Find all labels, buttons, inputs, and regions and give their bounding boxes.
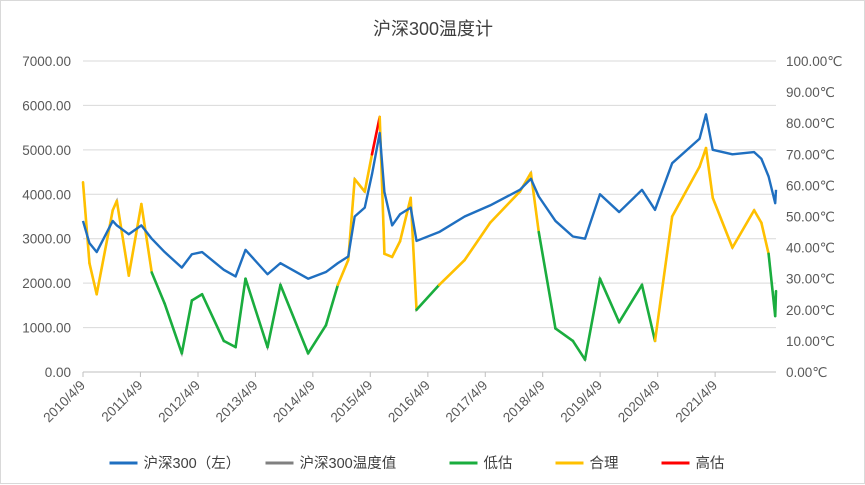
x-tick-label: 2019/4/9 xyxy=(557,378,605,426)
series-lines xyxy=(81,113,778,363)
left-tick-label: 0.00 xyxy=(45,365,71,380)
legend-label-temperature: 沪深300温度值 xyxy=(300,455,397,472)
temperature-segment-fair xyxy=(670,165,701,218)
temperature-segment-undervalued xyxy=(554,327,575,343)
left-tick-label: 3000.00 xyxy=(22,232,71,247)
temperature-segment-undervalued xyxy=(180,299,194,355)
legend-label-overvalued: 高估 xyxy=(696,455,725,472)
temperature-segment-fair xyxy=(653,215,674,343)
temperature-segment-fair xyxy=(731,208,756,249)
right-tick-label: 30.00℃ xyxy=(786,272,835,287)
right-tick-label: 60.00℃ xyxy=(786,178,835,193)
x-tick-label: 2021/4/9 xyxy=(672,378,720,426)
temperature-segment-fair xyxy=(698,146,708,169)
temperature-segment-undervalued xyxy=(537,230,557,330)
temperature-segment-undervalued xyxy=(571,339,587,361)
temperature-segment-undervalued xyxy=(583,277,602,361)
temperature-segment-undervalued xyxy=(617,283,644,324)
x-tick-label: 2014/4/9 xyxy=(270,378,318,426)
temperature-segment-fair xyxy=(95,208,115,296)
temperature-segment-undervalued xyxy=(163,302,184,355)
right-tick-label: 40.00℃ xyxy=(786,241,835,256)
temperature-segment-fair xyxy=(140,202,154,274)
temperature-segment-undervalued xyxy=(279,283,310,355)
left-axis-ticks: 0.00 1000.00 2000.00 3000.00 4000.00 5000.00 6… xyxy=(22,54,71,380)
x-tick-label: 2011/4/9 xyxy=(98,378,145,425)
temperature-segment-fair xyxy=(127,202,143,277)
temperature-segment-fair xyxy=(383,252,394,259)
temperature-segment-undervalued xyxy=(306,324,328,355)
temperature-segment-fair xyxy=(390,240,402,259)
x-tick-label: 2017/4/9 xyxy=(443,378,491,426)
temperature-segment-undervalued xyxy=(190,292,204,302)
temperature-segment-fair xyxy=(353,177,367,193)
right-tick-label: 10.00℃ xyxy=(786,334,835,349)
x-axis-ticks: 2010/4/9 2011/4/9 2012/4/9 2013/4/9 2014/4/9… xyxy=(40,372,720,425)
x-tick-label: 2018/4/9 xyxy=(500,378,548,426)
left-tick-label: 1000.00 xyxy=(22,321,71,336)
temperature-segment-overvalued xyxy=(370,115,382,156)
temperature-segment-undervalued xyxy=(640,283,657,343)
left-tick-label: 2000.00 xyxy=(22,276,71,291)
left-tick-label: 5000.00 xyxy=(22,143,71,158)
right-axis-ticks: 0.00℃ 10.00℃ 20.00℃ 30.00℃ 40.00℃ 50.00℃ 60.00… xyxy=(786,54,842,380)
temperature-segment-fair xyxy=(336,258,350,287)
temperature-segment-undervalued xyxy=(415,283,441,312)
gridlines xyxy=(83,60,776,373)
temperature-segment-fair xyxy=(363,153,374,193)
right-tick-label: 20.00℃ xyxy=(786,303,835,318)
left-tick-label: 6000.00 xyxy=(22,98,71,113)
temperature-segment-undervalued xyxy=(244,277,269,349)
temperature-segment-fair xyxy=(752,208,763,225)
temperature-segment-fair xyxy=(711,196,734,249)
right-tick-label: 0.00℃ xyxy=(786,365,827,380)
temperature-segment-fair xyxy=(437,258,466,287)
series-line-csi300 xyxy=(81,113,778,280)
x-tick-label: 2012/4/9 xyxy=(155,378,203,426)
legend-label-fair: 合理 xyxy=(590,455,619,472)
legend-label-csi300: 沪深300（左） xyxy=(144,455,241,472)
right-tick-label: 50.00℃ xyxy=(786,210,835,225)
legend: 沪深300（左） 沪深300温度值 低估 合理 高估 xyxy=(109,455,725,472)
right-tick-label: 80.00℃ xyxy=(786,116,835,131)
left-tick-label: 7000.00 xyxy=(22,54,71,69)
temperature-segment-fair xyxy=(115,199,131,277)
temperature-segment-fair xyxy=(463,221,492,262)
temperature-segment-undervalued xyxy=(324,283,340,327)
chart-title: 沪深300温度计 xyxy=(373,19,493,39)
temperature-segment-undervalued xyxy=(150,271,166,305)
temperature-segment-fair xyxy=(88,261,98,296)
right-tick-label: 70.00℃ xyxy=(786,147,835,162)
x-tick-label: 2015/4/9 xyxy=(328,378,376,426)
legend-label-undervalued: 低估 xyxy=(484,455,513,472)
temperature-segment-undervalued xyxy=(200,292,226,343)
temperature-segment-fair xyxy=(704,146,715,200)
x-tick-label: 2016/4/9 xyxy=(385,378,433,426)
right-tick-label: 100.00℃ xyxy=(786,54,842,69)
temperature-segment-undervalued xyxy=(773,289,778,318)
temperature-segment-undervalued xyxy=(222,339,237,349)
left-tick-label: 4000.00 xyxy=(22,187,71,202)
temperature-segment-fair xyxy=(81,180,91,265)
temperature-segment-undervalued xyxy=(598,277,621,324)
temperature-segment-fair xyxy=(488,190,522,225)
temperature-segment-fair xyxy=(760,221,770,256)
x-tick-label: 2020/4/9 xyxy=(615,378,663,426)
temperature-segment-undervalued xyxy=(767,252,777,318)
x-tick-label: 2013/4/9 xyxy=(213,378,261,426)
temperature-segment-undervalued xyxy=(234,277,247,349)
right-tick-label: 90.00℃ xyxy=(786,85,835,100)
temperature-segment-undervalued xyxy=(266,283,282,349)
temperature-segment-fair xyxy=(398,196,413,243)
x-tick-label: 2010/4/9 xyxy=(40,378,88,426)
